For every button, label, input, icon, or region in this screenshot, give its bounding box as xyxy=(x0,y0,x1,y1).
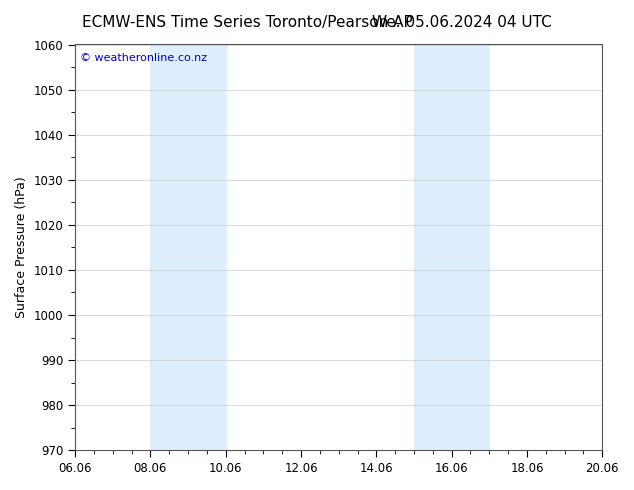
Bar xyxy=(150,45,226,450)
Bar xyxy=(414,45,489,450)
Text: © weatheronline.co.nz: © weatheronline.co.nz xyxy=(81,52,207,63)
Y-axis label: Surface Pressure (hPa): Surface Pressure (hPa) xyxy=(15,176,28,318)
Text: We. 05.06.2024 04 UTC: We. 05.06.2024 04 UTC xyxy=(372,15,552,30)
Text: ECMW-ENS Time Series Toronto/Pearson AP: ECMW-ENS Time Series Toronto/Pearson AP xyxy=(82,15,413,30)
